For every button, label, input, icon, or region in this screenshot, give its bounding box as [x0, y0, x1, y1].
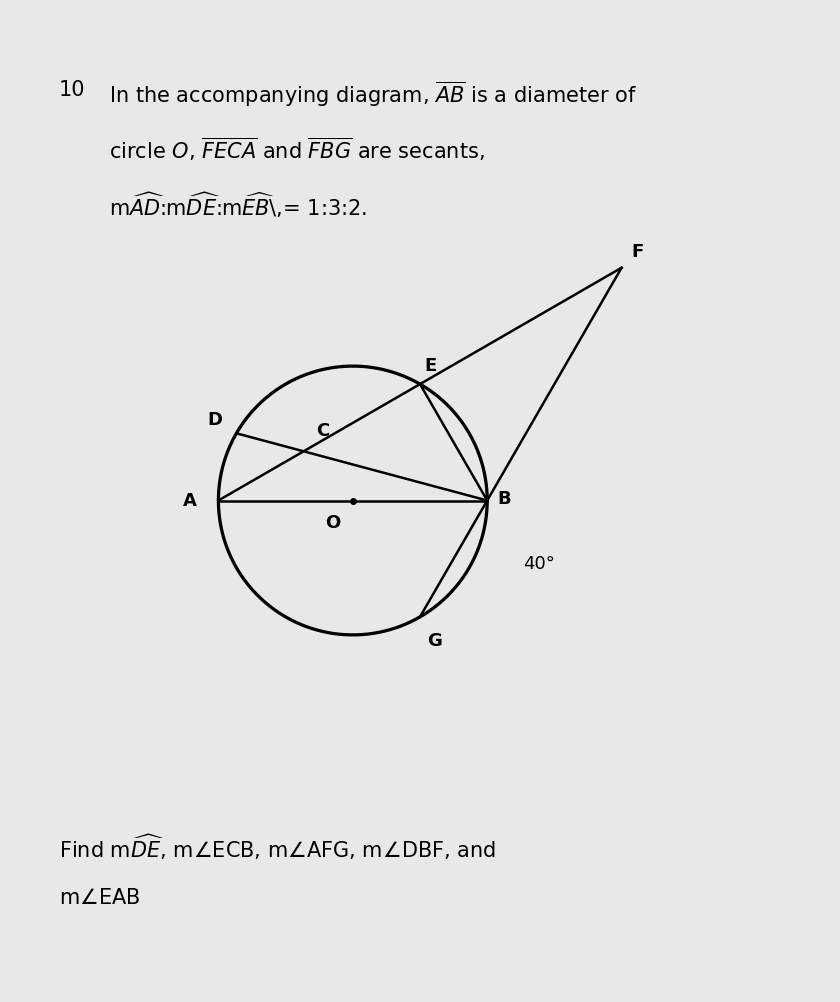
Text: B: B	[497, 490, 511, 508]
Text: 40°: 40°	[523, 554, 555, 572]
Text: E: E	[425, 357, 437, 375]
Text: O: O	[325, 513, 341, 531]
Text: D: D	[207, 411, 222, 429]
Text: C: C	[316, 422, 329, 440]
Text: In the accompanying diagram, $\overline{AB}$ is a diameter of: In the accompanying diagram, $\overline{…	[109, 80, 638, 109]
Text: m$\angle$EAB: m$\angle$EAB	[59, 887, 140, 907]
Text: 10: 10	[59, 80, 86, 100]
Text: Find m$\widehat{DE}$, m$\angle$ECB, m$\angle$AFG, m$\angle$DBF, and: Find m$\widehat{DE}$, m$\angle$ECB, m$\a…	[59, 832, 496, 861]
Text: m$\widehat{AD}$:m$\widehat{DE}$:m$\widehat{EB}$\,= 1:3:2.: m$\widehat{AD}$:m$\widehat{DE}$:m$\wideh…	[109, 190, 367, 219]
Text: F: F	[632, 243, 643, 262]
Text: circle $O$, $\overline{FECA}$ and $\overline{FBG}$ are secants,: circle $O$, $\overline{FECA}$ and $\over…	[109, 135, 485, 162]
Text: A: A	[183, 492, 197, 510]
Text: G: G	[428, 632, 442, 649]
